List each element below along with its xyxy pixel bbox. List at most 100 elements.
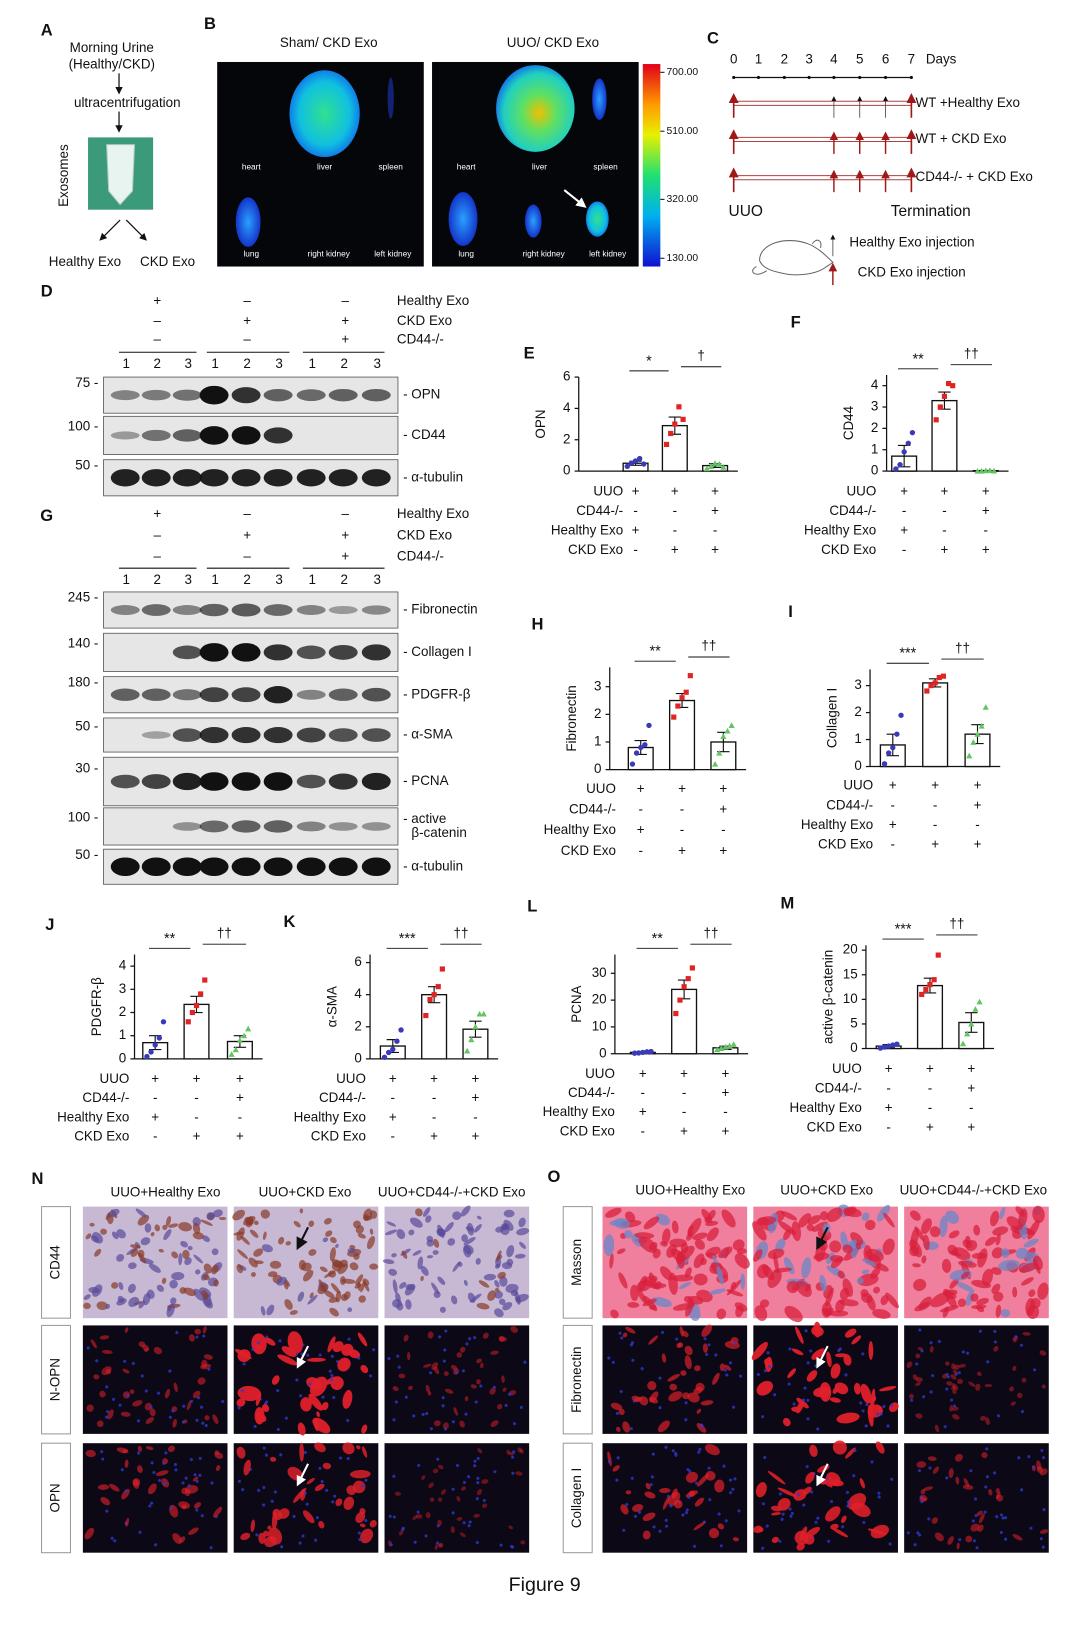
micrograph-texture <box>981 1452 988 1459</box>
micrograph-texture <box>301 1534 305 1538</box>
micrograph-texture <box>639 1396 649 1406</box>
micrograph-texture <box>943 1425 947 1429</box>
micrograph-texture <box>659 1488 671 1493</box>
micrograph-texture <box>975 1546 979 1550</box>
condition-sign: + <box>632 483 640 498</box>
pointer-arrow <box>296 1345 310 1369</box>
micrograph-texture <box>330 1236 337 1244</box>
micrograph-texture <box>150 1501 154 1505</box>
condition-sign: - <box>680 822 684 837</box>
micrograph-texture <box>432 1468 439 1474</box>
micrograph-texture <box>122 1368 130 1374</box>
micrograph-texture <box>882 1404 886 1409</box>
micrograph-texture <box>424 1534 428 1538</box>
data-point <box>668 430 674 437</box>
day-dot <box>858 75 862 80</box>
condition-sign: - <box>194 1109 198 1124</box>
micrograph-texture <box>871 1395 877 1403</box>
condition-sign: + <box>472 1128 480 1143</box>
micrograph-texture <box>805 1464 809 1469</box>
micrograph-texture <box>357 1233 366 1239</box>
y-axis-title: PCNA <box>569 985 584 1022</box>
micrograph-texture <box>314 1483 325 1492</box>
micrograph-texture <box>917 1347 924 1351</box>
blot-band <box>110 390 140 401</box>
micrograph-texture <box>266 1304 275 1316</box>
group-label: CD44-/- + CKD Exo <box>916 169 1033 184</box>
bar <box>931 399 958 472</box>
micrograph-texture <box>187 1484 191 1488</box>
micrograph-texture <box>970 1293 979 1302</box>
micrograph-texture <box>428 1482 434 1489</box>
data-point <box>152 1042 158 1048</box>
micrograph-texture <box>403 1334 409 1342</box>
micrograph-texture <box>788 1347 792 1351</box>
micrograph-texture <box>684 1355 692 1370</box>
condition-sign: – <box>342 506 350 521</box>
micrograph-texture <box>189 1457 193 1462</box>
micrograph-texture <box>272 1508 283 1521</box>
condition-label: CKD Exo <box>818 837 873 852</box>
micrograph-texture <box>945 1476 949 1480</box>
y-tick-label: 0 <box>850 1040 857 1055</box>
micrograph-texture <box>603 1234 615 1257</box>
data-point <box>964 1030 971 1037</box>
blot-band <box>263 644 293 661</box>
y-tick-label: 3 <box>594 678 601 693</box>
legend-text: CKD Exo injection <box>858 264 966 279</box>
micrograph-texture <box>89 1222 95 1227</box>
micrograph-texture <box>630 1341 635 1345</box>
blot-band <box>172 857 202 877</box>
blot-band <box>172 728 202 742</box>
micrograph-texture <box>388 1268 398 1276</box>
micrograph-texture <box>771 1512 782 1516</box>
micrograph-texture <box>118 1403 122 1407</box>
pointer-arrow <box>816 1226 829 1251</box>
micrograph-texture <box>440 1489 447 1495</box>
blot-band <box>199 772 229 791</box>
micrograph-texture <box>931 1374 935 1378</box>
condition-sign: + <box>926 1061 934 1076</box>
micrograph-texture <box>265 1400 269 1404</box>
micrograph <box>753 1440 898 1553</box>
micrograph-texture <box>696 1423 707 1433</box>
data-point <box>148 1049 154 1055</box>
condition-label: Healthy Exo <box>804 523 876 538</box>
micrograph-texture <box>661 1228 671 1245</box>
blot-band <box>172 429 202 442</box>
blot-band <box>328 857 358 877</box>
micrograph-texture <box>865 1248 884 1262</box>
micrograph-texture <box>442 1359 446 1363</box>
data-point <box>894 731 900 737</box>
organ-signal <box>387 77 394 119</box>
significance-mark: *** <box>895 922 912 938</box>
lane-number: 3 <box>275 356 282 371</box>
micrograph-texture <box>432 1250 439 1255</box>
row-label: Collagen I <box>569 1468 584 1528</box>
blot-band <box>199 726 229 744</box>
micrograph-texture <box>412 1515 418 1520</box>
micrograph-texture <box>202 1334 206 1338</box>
micrograph-texture <box>622 1528 626 1532</box>
condition-sign: + <box>941 542 949 557</box>
lane-number: 3 <box>185 356 192 371</box>
data-point <box>724 727 731 734</box>
micrograph-texture <box>482 1332 489 1339</box>
micrograph-field <box>233 1443 379 1553</box>
micrograph-texture <box>931 1517 938 1524</box>
micrograph-texture <box>214 1450 220 1455</box>
micrograph-texture <box>202 1235 211 1243</box>
micrograph-texture <box>132 1479 140 1489</box>
blot-band <box>361 687 391 702</box>
data-point <box>940 673 946 679</box>
micrograph-texture <box>986 1360 990 1364</box>
micrograph-texture <box>734 1253 750 1269</box>
micrograph-texture <box>1032 1368 1037 1372</box>
day-label: 0 <box>730 51 737 66</box>
micrograph-texture <box>297 1422 306 1436</box>
data-point <box>641 461 647 467</box>
micrograph-texture <box>328 1297 339 1303</box>
micrograph-texture <box>802 1503 806 1507</box>
micrograph-texture <box>250 1519 255 1533</box>
micrograph <box>82 1206 228 1319</box>
